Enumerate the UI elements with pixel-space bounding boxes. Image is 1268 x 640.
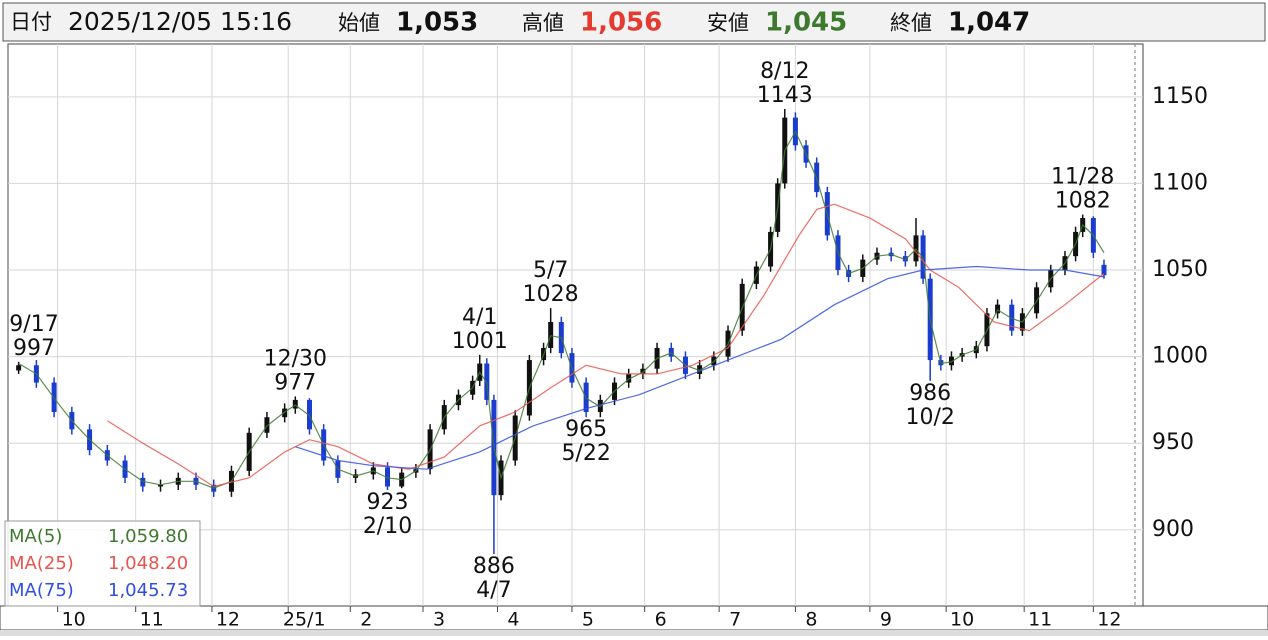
candle-body <box>1009 304 1015 331</box>
candle-body <box>697 365 703 374</box>
ma-line <box>18 130 1105 489</box>
annotation-value: 965 <box>565 417 607 442</box>
annotation-date: 10/2 <box>905 405 954 430</box>
low-value: 1,045 <box>765 8 847 38</box>
candle-body <box>902 256 908 262</box>
candle-body <box>668 347 674 357</box>
x-tick-label: 12 <box>216 609 240 631</box>
x-tick-label: 8 <box>805 609 817 631</box>
legend-box <box>4 520 201 607</box>
x-axis-strip <box>0 605 1268 631</box>
x-tick-label: 5 <box>582 609 594 631</box>
ma-line <box>295 265 1105 470</box>
date-label: 日付 <box>10 10 52 34</box>
annotation-date: 5/7 <box>533 258 568 283</box>
candle-body <box>292 399 298 409</box>
legend-value: 1,048.20 <box>108 553 188 574</box>
high-value: 1,056 <box>580 8 662 38</box>
annotation-value: 923 <box>367 490 409 515</box>
high-label: 高値 <box>522 11 564 35</box>
candle-body <box>306 399 312 430</box>
candle-body <box>640 368 646 374</box>
close-label: 終値 <box>890 11 932 35</box>
legend-name: MA(25) <box>9 553 74 574</box>
x-tick-label: 7 <box>729 609 741 631</box>
bottom-strip <box>0 630 1268 636</box>
x-tick-label: 10 <box>62 609 86 631</box>
annotation-date: 4/1 <box>462 305 497 330</box>
annotation-date: 9/17 <box>9 312 58 337</box>
legend-name: MA(75) <box>9 580 74 601</box>
x-tick-label: 10 <box>950 609 974 631</box>
candle-body <box>282 408 288 418</box>
annotation-date: 12/30 <box>264 346 327 371</box>
y-tick-label: 900 <box>1152 517 1194 542</box>
candle-body <box>385 467 391 487</box>
candle-body <box>158 484 164 487</box>
marks <box>16 108 1107 555</box>
annotation-value: 977 <box>274 370 316 395</box>
candle-body <box>948 356 954 366</box>
y-tick-label: 1050 <box>1152 257 1208 282</box>
datetime: 2025/12/05 15:16 <box>68 7 292 36</box>
legend-name: MA(5) <box>9 526 62 547</box>
low-label: 安値 <box>707 11 749 35</box>
candle-body <box>626 373 632 383</box>
x-tick-label: 11 <box>140 609 164 631</box>
close-value: 1,047 <box>948 8 1030 38</box>
x-tick-label: 25/1 <box>283 609 326 631</box>
annotation-value: 1082 <box>1055 189 1111 214</box>
grid <box>8 44 1143 606</box>
annotation-date: 5/22 <box>561 441 610 466</box>
candle-body <box>264 417 270 433</box>
legend-value: 1,045.73 <box>108 580 188 601</box>
candle-body <box>1101 264 1107 276</box>
y-tick-label: 1000 <box>1152 344 1208 369</box>
annotation-value: 986 <box>909 381 951 406</box>
annotation-date: 8/12 <box>760 59 809 84</box>
overlay: 900 950 1000 1050 1100 1150 10 11 12 25/1 2 3 4 5 6 7 8 9… <box>4 59 1208 631</box>
candle-body <box>995 304 1001 314</box>
candle-body <box>16 365 22 371</box>
annotation-date: 4/7 <box>476 578 511 603</box>
y-tick-label: 950 <box>1152 430 1194 455</box>
annotation-value: 1001 <box>452 329 508 354</box>
candle-body <box>548 321 554 348</box>
x-tick-label: 9 <box>880 609 892 631</box>
x-tick-label: 11 <box>1028 609 1052 631</box>
x-tick-label: 2 <box>360 609 372 631</box>
header-bar <box>2 2 1266 42</box>
open-label: 始値 <box>338 11 380 35</box>
annotation-value: 1028 <box>523 282 579 307</box>
y-tick-label: 1150 <box>1152 84 1208 109</box>
annotation-date: 2/10 <box>363 514 412 539</box>
legend-value: 1,059.80 <box>108 526 188 547</box>
x-tick-label: 6 <box>655 609 667 631</box>
y-tick-label: 1100 <box>1152 170 1208 195</box>
candle-body <box>140 477 146 487</box>
open-value: 1,053 <box>396 8 478 38</box>
annotation-value: 1143 <box>757 83 813 108</box>
x-tick-label: 4 <box>507 609 519 631</box>
annotation-value: 886 <box>473 554 515 579</box>
x-tick-label: 3 <box>433 609 445 631</box>
x-tick-label: 12 <box>1097 609 1121 631</box>
annotation-value: 997 <box>13 336 55 361</box>
annotation-date: 11/28 <box>1051 165 1114 190</box>
